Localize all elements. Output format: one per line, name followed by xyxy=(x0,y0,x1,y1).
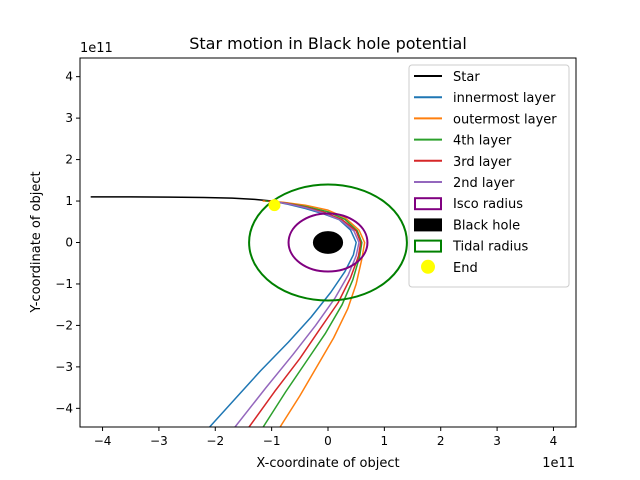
x-tick-label: −2 xyxy=(206,434,224,448)
shape-tidal-radius xyxy=(248,183,408,302)
y-tick-label: 3 xyxy=(65,111,73,125)
y-axis: −4 −3 −2 −1 0 1 2 3 4 xyxy=(55,70,80,415)
series-line-star xyxy=(90,196,276,206)
legend-label: outermost layer xyxy=(453,112,557,127)
shape-isco-radius xyxy=(287,212,369,273)
shape-black-hole xyxy=(312,231,344,254)
x-tick-label: 0 xyxy=(324,434,332,448)
legend-box xyxy=(408,64,570,288)
legend-label: 4th layer xyxy=(453,134,512,149)
legend-label: innermost layer xyxy=(453,91,556,106)
legend-swatch-isco-radius xyxy=(414,197,442,211)
x-tick-label: −4 xyxy=(94,434,112,448)
series-line-3rd-layer xyxy=(248,200,362,427)
y-axis-multiplier: 1e11 xyxy=(80,41,113,56)
series-line-outermost-layer xyxy=(262,200,366,427)
y-tick-label: −3 xyxy=(55,360,73,374)
x-tick-label: 2 xyxy=(437,434,445,448)
series-line-4th-layer xyxy=(262,200,363,427)
x-tick-label: 3 xyxy=(493,434,501,448)
y-tick-label: 2 xyxy=(65,153,73,167)
legend-label: Tidal radius xyxy=(452,240,529,255)
y-tick-label: 0 xyxy=(65,236,73,250)
x-tick-label: 4 xyxy=(550,434,558,448)
plot-area xyxy=(90,183,408,427)
legend-label: Black hole xyxy=(453,218,520,233)
series-line-innermost-layer xyxy=(208,200,357,427)
y-tick-label: −4 xyxy=(55,401,73,415)
y-tick-label: 1 xyxy=(65,194,73,208)
series-line-2nd-layer xyxy=(234,200,360,427)
legend-swatch-black-hole xyxy=(414,218,442,232)
x-tick-label: −1 xyxy=(263,434,281,448)
x-tick-label: 1 xyxy=(381,434,389,448)
x-axis: −4 −3 −2 −1 0 1 2 3 4 xyxy=(94,427,558,448)
legend-label: End xyxy=(453,261,478,276)
y-tick-label: 4 xyxy=(65,70,73,84)
x-axis-multiplier: 1e11 xyxy=(542,456,575,471)
x-axis-label: X-coordinate of object xyxy=(256,456,399,471)
y-tick-label: −2 xyxy=(55,318,73,332)
legend-label: 3rd layer xyxy=(453,155,512,170)
y-tick-label: −1 xyxy=(55,277,73,291)
y-axis-label: Y-coordinate of object xyxy=(29,171,44,313)
chart-title: Star motion in Black hole potential xyxy=(189,34,467,53)
legend-swatch-end xyxy=(421,259,435,274)
x-tick-label: −3 xyxy=(150,434,168,448)
legend-swatch-tidal-radius xyxy=(414,239,442,253)
legend: Star innermost layer outermost layer 4th la… xyxy=(408,64,570,288)
end-point-marker xyxy=(268,199,281,212)
legend-label: 2nd layer xyxy=(453,176,515,191)
legend-label: Star xyxy=(453,70,480,85)
legend-label: Isco radius xyxy=(453,197,523,212)
